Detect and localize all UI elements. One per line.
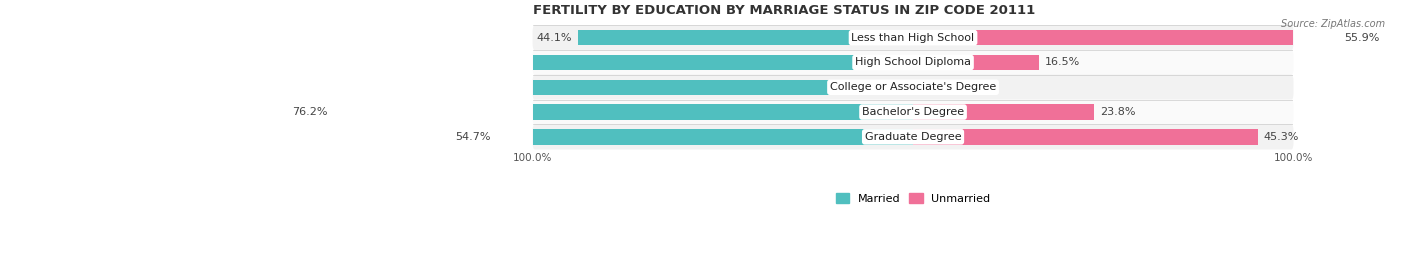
Bar <box>912 129 1258 144</box>
Bar <box>912 55 1039 70</box>
Bar <box>912 30 1339 45</box>
Text: 16.5%: 16.5% <box>1045 58 1080 68</box>
Text: 54.7%: 54.7% <box>456 132 491 142</box>
Text: 45.3%: 45.3% <box>1264 132 1299 142</box>
Bar <box>333 104 912 120</box>
FancyBboxPatch shape <box>533 124 1294 150</box>
Text: 55.9%: 55.9% <box>1344 33 1379 43</box>
Text: Graduate Degree: Graduate Degree <box>865 132 962 142</box>
FancyBboxPatch shape <box>533 50 1294 75</box>
Text: FERTILITY BY EDUCATION BY MARRIAGE STATUS IN ZIP CODE 20111: FERTILITY BY EDUCATION BY MARRIAGE STATU… <box>533 4 1035 17</box>
Text: 76.2%: 76.2% <box>291 107 328 117</box>
FancyBboxPatch shape <box>533 75 1294 100</box>
Text: College or Associate's Degree: College or Associate's Degree <box>830 82 997 92</box>
Text: 0.0%: 0.0% <box>920 82 948 92</box>
Bar <box>152 80 912 95</box>
Bar <box>578 30 912 45</box>
Text: 44.1%: 44.1% <box>536 33 571 43</box>
FancyBboxPatch shape <box>533 25 1294 50</box>
Bar <box>278 55 912 70</box>
Text: High School Diploma: High School Diploma <box>855 58 972 68</box>
Text: Bachelor's Degree: Bachelor's Degree <box>862 107 965 117</box>
Text: Less than High School: Less than High School <box>852 33 974 43</box>
Bar <box>496 129 912 144</box>
Bar <box>912 104 1094 120</box>
FancyBboxPatch shape <box>533 100 1294 125</box>
Text: 83.5%: 83.5% <box>290 58 328 68</box>
Legend: Married, Unmarried: Married, Unmarried <box>831 189 995 208</box>
Text: 23.8%: 23.8% <box>1101 107 1136 117</box>
Text: Source: ZipAtlas.com: Source: ZipAtlas.com <box>1281 19 1385 29</box>
Text: 100.0%: 100.0% <box>163 82 209 92</box>
